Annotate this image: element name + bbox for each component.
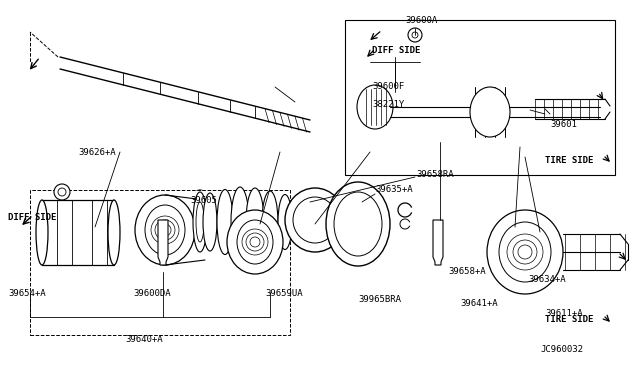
Ellipse shape <box>217 189 233 254</box>
Ellipse shape <box>470 87 510 137</box>
Circle shape <box>408 28 422 42</box>
Text: 39600A: 39600A <box>405 16 437 25</box>
Ellipse shape <box>227 210 283 274</box>
Text: DIFF SIDE: DIFF SIDE <box>372 45 420 55</box>
Text: TIRE SIDE: TIRE SIDE <box>545 155 593 164</box>
Text: 39640+A: 39640+A <box>125 334 163 343</box>
Text: JC960032: JC960032 <box>540 346 583 355</box>
Text: DIFF SIDE: DIFF SIDE <box>8 212 56 221</box>
Ellipse shape <box>262 191 278 253</box>
Ellipse shape <box>145 205 185 255</box>
Bar <box>345 20 615 175</box>
Ellipse shape <box>36 200 48 265</box>
Bar <box>30 190 290 335</box>
Circle shape <box>155 220 175 240</box>
Ellipse shape <box>487 210 563 294</box>
Ellipse shape <box>326 182 390 266</box>
Circle shape <box>513 240 537 264</box>
Ellipse shape <box>285 188 345 252</box>
Text: 39600DA: 39600DA <box>133 289 171 298</box>
Polygon shape <box>433 220 443 265</box>
Ellipse shape <box>278 195 292 250</box>
Text: 39601: 39601 <box>550 119 577 128</box>
Text: 39634+A: 39634+A <box>528 275 566 283</box>
Text: 39658RA: 39658RA <box>416 170 454 179</box>
Ellipse shape <box>135 195 195 265</box>
Text: TIRE SIDE: TIRE SIDE <box>545 315 593 324</box>
Circle shape <box>412 32 418 38</box>
Text: 39659UA: 39659UA <box>265 289 303 298</box>
Ellipse shape <box>334 192 382 256</box>
Text: 38221Y: 38221Y <box>372 99 404 109</box>
Ellipse shape <box>499 222 551 282</box>
Ellipse shape <box>237 220 273 264</box>
Text: 39641+A: 39641+A <box>460 299 498 308</box>
Circle shape <box>250 237 260 247</box>
Text: 39654+A: 39654+A <box>8 289 45 298</box>
Text: 39658+A: 39658+A <box>448 267 486 276</box>
Circle shape <box>242 229 268 255</box>
Text: 39635+A: 39635+A <box>375 185 413 193</box>
Ellipse shape <box>203 193 217 251</box>
Ellipse shape <box>193 192 207 252</box>
Circle shape <box>54 184 70 200</box>
Text: 39626+A: 39626+A <box>78 148 116 157</box>
Circle shape <box>246 233 264 251</box>
Ellipse shape <box>196 202 204 242</box>
Polygon shape <box>158 220 168 265</box>
Text: 39600F: 39600F <box>372 81 404 90</box>
Circle shape <box>518 245 532 259</box>
Circle shape <box>151 216 179 244</box>
Circle shape <box>159 224 171 236</box>
Circle shape <box>507 234 543 270</box>
Ellipse shape <box>357 85 393 129</box>
Text: 39965BRA: 39965BRA <box>358 295 401 305</box>
Ellipse shape <box>231 187 249 257</box>
Text: 39605: 39605 <box>190 196 217 205</box>
Text: 39611+A: 39611+A <box>545 308 582 317</box>
Circle shape <box>58 188 66 196</box>
Ellipse shape <box>293 197 337 243</box>
Ellipse shape <box>108 200 120 265</box>
Ellipse shape <box>246 188 264 256</box>
